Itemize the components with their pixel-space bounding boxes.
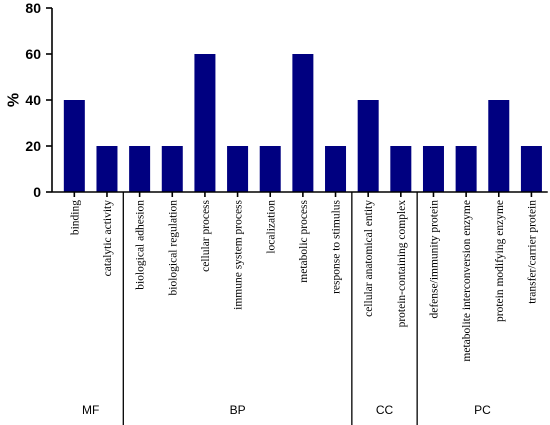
bar: [259, 146, 281, 192]
bar: [422, 146, 444, 192]
x-axis: binding catalytic activity biological adhe…: [52, 191, 548, 362]
bar: [455, 146, 477, 192]
y-axis: 0 20 40 60 80: [25, 0, 53, 200]
x-tick-label: binding: [69, 200, 81, 235]
x-tick-label: transfer/carrier protein: [526, 200, 538, 304]
y-tick-label: 80: [25, 0, 41, 16]
bar: [520, 146, 542, 192]
y-tick-label: 20: [25, 138, 41, 154]
category-groups: MF BP CC PC: [82, 192, 491, 425]
x-tick-label: metabolite interconversion enzyme: [461, 200, 473, 362]
bar: [96, 146, 118, 192]
x-tick-label: cellular process: [200, 199, 212, 271]
bar: [129, 146, 151, 192]
group-label: MF: [82, 403, 99, 417]
x-tick-label: biological adhesion: [135, 200, 147, 290]
bar: [357, 100, 379, 192]
x-tick-label: response to stimulus: [331, 199, 343, 293]
y-tick-label: 40: [25, 92, 41, 108]
bar: [292, 54, 314, 192]
x-tick-label: localization: [265, 200, 277, 254]
group-label: BP: [230, 403, 246, 417]
x-tick-label: protein modifying enzyme: [494, 200, 506, 322]
bar: [63, 100, 85, 192]
bar: [194, 54, 216, 192]
x-tick-label: immune system process: [233, 199, 245, 309]
x-tick-label: defense/immunity protein: [429, 200, 441, 319]
x-tick-label: protein-containing complex: [396, 200, 408, 328]
y-tick-label: 60: [25, 46, 41, 62]
y-tick-label: 0: [33, 184, 41, 200]
x-tick-label: biological regulation: [167, 200, 179, 296]
bar: [325, 146, 347, 192]
bar: [390, 146, 412, 192]
group-label: PC: [474, 403, 491, 417]
bar: [227, 146, 249, 192]
bar: [161, 146, 183, 192]
bar: [488, 100, 510, 192]
x-tick-label: cellular anatomical entity: [363, 200, 375, 317]
group-label: CC: [376, 403, 394, 417]
y-axis-title: %: [6, 93, 23, 107]
x-tick-label: metabolic process: [298, 199, 310, 282]
bars: [63, 54, 542, 192]
x-tick-label: catalytic activity: [102, 200, 114, 277]
